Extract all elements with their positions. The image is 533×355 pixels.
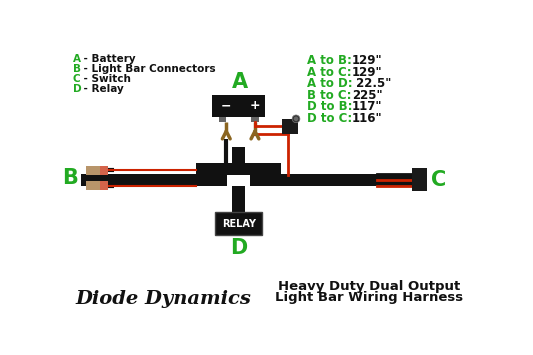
Text: +: + — [249, 99, 260, 112]
Text: D: D — [73, 84, 82, 94]
Bar — [281, 174, 415, 186]
Text: B to C:: B to C: — [307, 89, 351, 102]
Bar — [219, 116, 227, 122]
Bar — [232, 163, 251, 175]
Text: - Light Bar Connectors: - Light Bar Connectors — [80, 64, 215, 74]
Text: A to D:: A to D: — [307, 77, 352, 90]
Bar — [251, 116, 259, 122]
Bar — [215, 212, 262, 235]
Bar — [282, 119, 297, 134]
Bar — [227, 163, 245, 175]
Text: 116": 116" — [352, 112, 383, 125]
Text: D to B:: D to B: — [307, 100, 352, 113]
Circle shape — [294, 116, 298, 121]
Text: C: C — [431, 170, 446, 190]
Bar — [86, 166, 100, 175]
Text: - Switch: - Switch — [80, 74, 131, 84]
Text: Heavy Duty Dual Output: Heavy Duty Dual Output — [278, 280, 460, 293]
Text: A to C:: A to C: — [307, 66, 351, 79]
Text: A to B:: A to B: — [307, 54, 352, 67]
Bar — [232, 147, 245, 174]
Bar — [232, 186, 245, 212]
Bar — [86, 181, 100, 190]
Text: 117": 117" — [352, 100, 382, 113]
Bar — [251, 163, 281, 186]
Bar — [411, 168, 427, 191]
Text: 129": 129" — [352, 66, 383, 79]
Bar — [80, 174, 196, 186]
Text: - Battery: - Battery — [80, 54, 135, 64]
Text: D: D — [230, 238, 247, 258]
Text: 129": 129" — [352, 54, 383, 67]
Circle shape — [292, 115, 300, 123]
Text: Diode Dynamics: Diode Dynamics — [76, 290, 252, 308]
Bar — [100, 181, 108, 190]
Bar — [212, 95, 265, 116]
Text: A: A — [73, 54, 81, 64]
Bar — [100, 166, 108, 175]
Text: - Relay: - Relay — [80, 84, 124, 94]
Text: 22.5": 22.5" — [352, 77, 391, 90]
Text: A: A — [232, 72, 248, 92]
Text: RELAY: RELAY — [222, 219, 256, 229]
Text: Light Bar Wiring Harness: Light Bar Wiring Harness — [275, 291, 463, 304]
Text: D to C:: D to C: — [307, 112, 352, 125]
Text: C: C — [73, 74, 80, 84]
Text: B: B — [62, 168, 78, 188]
Text: B: B — [73, 64, 81, 74]
Bar — [196, 163, 227, 186]
Text: −: − — [220, 99, 231, 112]
Text: 225": 225" — [352, 89, 383, 102]
